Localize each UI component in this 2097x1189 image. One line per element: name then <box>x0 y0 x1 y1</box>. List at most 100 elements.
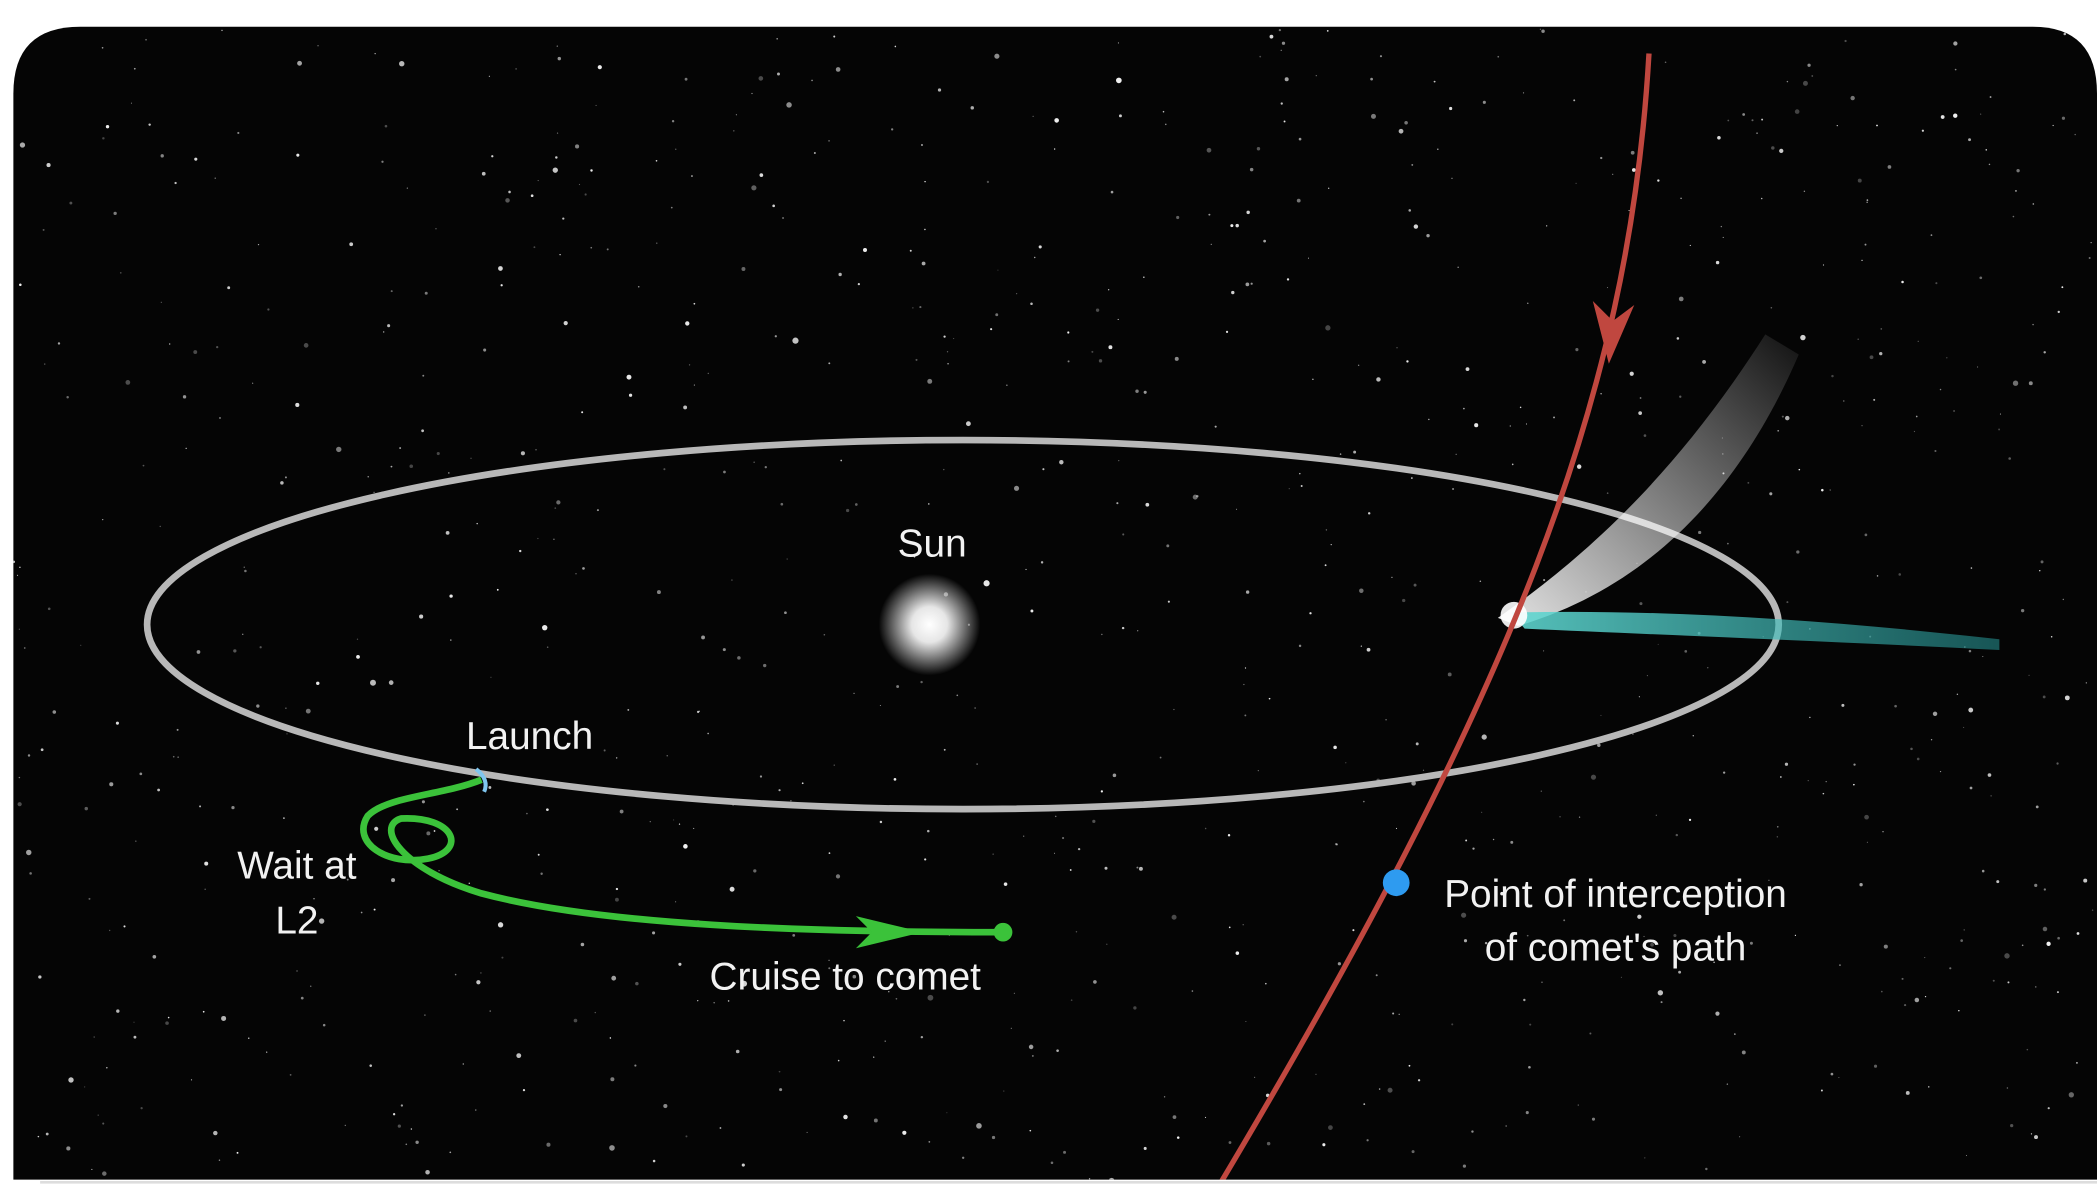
star <box>1715 1012 1719 1016</box>
star <box>1800 335 1805 340</box>
star <box>193 350 197 354</box>
star <box>1727 1083 1728 1084</box>
star <box>990 328 992 330</box>
star <box>349 242 353 246</box>
star <box>2056 762 2058 764</box>
star <box>286 733 287 734</box>
star <box>415 1141 418 1144</box>
star <box>1101 634 1102 635</box>
star <box>1111 191 1114 194</box>
star <box>836 874 840 878</box>
star <box>2034 1135 2038 1139</box>
star <box>1968 708 1973 713</box>
star <box>1600 157 1602 159</box>
star <box>2033 203 2035 205</box>
star <box>874 1119 878 1123</box>
star <box>1780 776 1782 778</box>
star <box>1960 939 1963 942</box>
star <box>135 841 136 842</box>
star <box>1787 81 1788 82</box>
star <box>683 844 688 849</box>
star <box>1841 704 1844 707</box>
star <box>2016 169 2019 172</box>
star <box>389 680 394 685</box>
star <box>1826 781 1827 782</box>
star <box>204 862 208 866</box>
star <box>2027 1049 2029 1051</box>
star <box>775 335 777 337</box>
star <box>310 986 311 987</box>
star <box>498 266 503 271</box>
star <box>1493 839 1494 840</box>
star <box>1628 210 1629 211</box>
star <box>1977 366 1978 367</box>
star <box>17 575 18 576</box>
star <box>615 898 619 902</box>
star <box>448 472 450 474</box>
star <box>1363 801 1365 803</box>
star <box>1963 727 1964 728</box>
star <box>1236 509 1237 510</box>
star <box>1299 138 1302 141</box>
star <box>1734 1033 1736 1035</box>
star <box>385 125 388 128</box>
star <box>148 123 150 125</box>
star <box>802 782 804 784</box>
star <box>1969 650 1972 653</box>
star <box>134 68 136 70</box>
star <box>1164 1096 1165 1097</box>
star <box>1644 434 1647 437</box>
star <box>1679 297 1684 302</box>
star <box>523 1089 525 1091</box>
star <box>1287 278 1289 280</box>
star <box>781 503 784 506</box>
star <box>422 375 424 377</box>
star <box>1345 762 1346 763</box>
star <box>610 1037 611 1038</box>
star <box>1540 29 1541 30</box>
star <box>1011 1028 1012 1029</box>
star <box>345 1125 346 1126</box>
star <box>760 173 764 177</box>
star <box>1716 261 1719 264</box>
star <box>873 1056 874 1057</box>
star <box>41 748 44 751</box>
star <box>1640 397 1642 399</box>
star <box>765 466 767 468</box>
star <box>590 169 592 171</box>
star <box>1658 990 1663 995</box>
star <box>1853 784 1855 786</box>
star <box>1990 96 1992 98</box>
star <box>731 579 732 580</box>
star <box>987 181 989 183</box>
star <box>113 212 116 215</box>
star <box>546 1143 550 1147</box>
star <box>1385 719 1386 720</box>
star <box>1325 564 1327 566</box>
star <box>1750 942 1753 945</box>
star <box>2092 909 2093 910</box>
star <box>2021 609 2024 612</box>
star <box>1867 199 1869 201</box>
star <box>488 786 491 789</box>
star <box>1289 488 1290 489</box>
star <box>953 338 954 339</box>
star <box>1472 847 1474 849</box>
star <box>1968 138 1971 141</box>
star <box>1092 820 1095 823</box>
star <box>191 1079 192 1080</box>
star <box>1033 116 1034 117</box>
star <box>1137 630 1138 631</box>
star <box>1865 534 1868 537</box>
star <box>1428 419 1429 420</box>
star <box>1861 260 1862 261</box>
star <box>792 338 798 344</box>
star <box>2064 33 2067 36</box>
star <box>470 458 471 459</box>
star <box>526 813 528 815</box>
star <box>1747 482 1749 484</box>
star <box>306 709 311 714</box>
star <box>508 191 511 194</box>
star <box>2074 134 2075 135</box>
star <box>374 909 376 911</box>
